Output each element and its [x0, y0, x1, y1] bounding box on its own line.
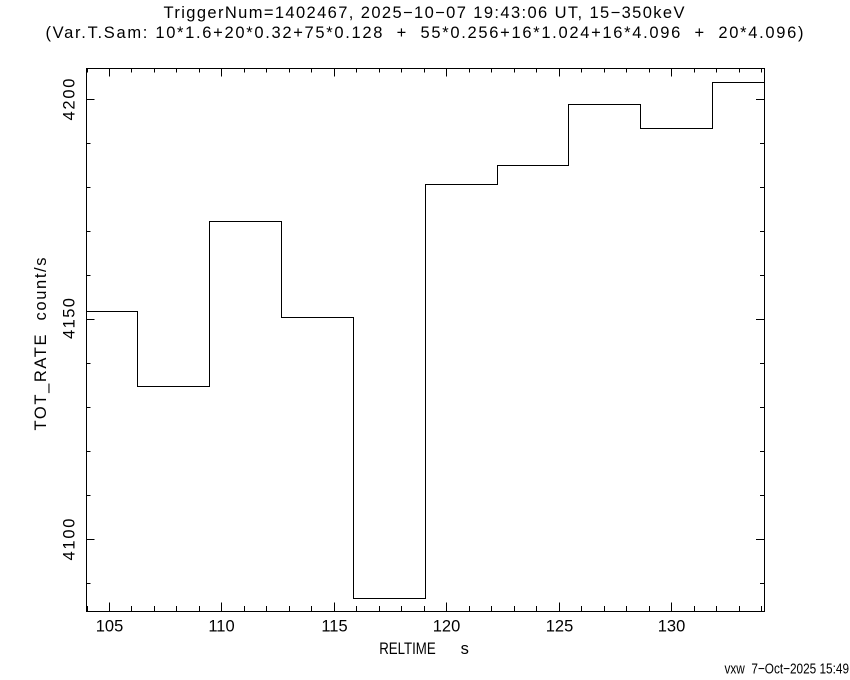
- svg-text:120: 120: [433, 618, 461, 636]
- svg-text:vxw 7−Oct−2025 15:49: vxw 7−Oct−2025 15:49: [725, 662, 850, 678]
- svg-text:s: s: [461, 640, 469, 658]
- svg-text:125: 125: [546, 618, 574, 636]
- svg-text:4100: 4100: [60, 519, 78, 561]
- svg-text:105: 105: [96, 618, 124, 636]
- svg-text:115: 115: [321, 618, 347, 636]
- svg-text:4200: 4200: [60, 79, 78, 121]
- svg-text:4150: 4150: [60, 298, 78, 339]
- svg-text:130: 130: [658, 618, 686, 636]
- svg-text:RELTIME: RELTIME: [379, 640, 436, 658]
- svg-text:TOT_RATE count/s: TOT_RATE count/s: [32, 258, 50, 431]
- svg-text:110: 110: [208, 618, 234, 636]
- svg-text:TriggerNum=1402467, 2025−10−07: TriggerNum=1402467, 2025−10−07 19:43:06 …: [164, 4, 685, 22]
- svg-text:(Var.T.Sam: 10*1.6+20*0.32+75*: (Var.T.Sam: 10*1.6+20*0.32+75*0.128 + 55…: [46, 24, 804, 42]
